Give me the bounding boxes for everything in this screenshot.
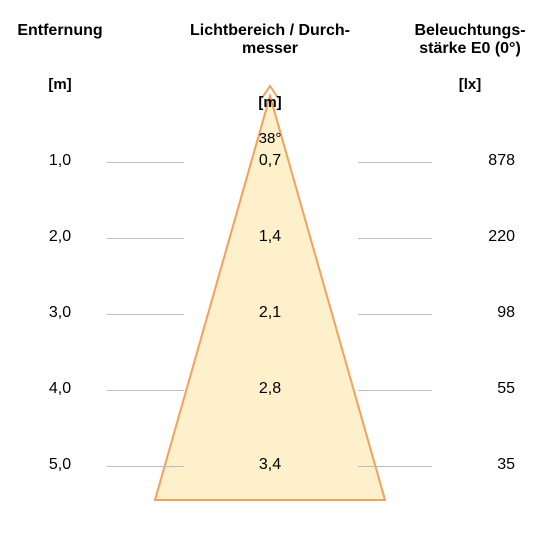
- tick-line-left: [107, 238, 184, 239]
- diameter-value: 0,7: [240, 152, 300, 170]
- header-distance: Entfernung: [0, 22, 120, 40]
- diameter-value: 3,4: [240, 456, 300, 474]
- header-light-area-line1: Lichtbereich / Durch-: [160, 22, 380, 40]
- illuminance-value: 98: [445, 304, 515, 322]
- header-illuminance-line1: Beleuchtungs-: [390, 22, 540, 40]
- unit-diameter: [m]: [240, 94, 300, 111]
- unit-distance: [m]: [30, 76, 90, 93]
- unit-illuminance: [lx]: [440, 76, 500, 93]
- illuminance-value: 220: [445, 228, 515, 246]
- tick-line-left: [107, 466, 184, 467]
- diameter-value: 2,1: [240, 304, 300, 322]
- tick-line-right: [358, 238, 432, 239]
- tick-line-left: [107, 390, 184, 391]
- header-light-area-line2: messer: [160, 40, 380, 58]
- distance-value: 4,0: [30, 380, 90, 398]
- header-illuminance-line2: stärke E0 (0°): [390, 40, 540, 58]
- tick-line-right: [358, 314, 432, 315]
- illuminance-value: 878: [445, 152, 515, 170]
- illuminance-value: 35: [445, 456, 515, 474]
- distance-value: 3,0: [30, 304, 90, 322]
- beam-angle-label: 38°: [250, 130, 290, 147]
- diameter-value: 1,4: [240, 228, 300, 246]
- tick-line-left: [107, 162, 184, 163]
- tick-line-left: [107, 314, 184, 315]
- illuminance-value: 55: [445, 380, 515, 398]
- distance-value: 1,0: [30, 152, 90, 170]
- distance-value: 5,0: [30, 456, 90, 474]
- tick-line-right: [358, 390, 432, 391]
- distance-value: 2,0: [30, 228, 90, 246]
- diameter-value: 2,8: [240, 380, 300, 398]
- tick-line-right: [358, 466, 432, 467]
- tick-line-right: [358, 162, 432, 163]
